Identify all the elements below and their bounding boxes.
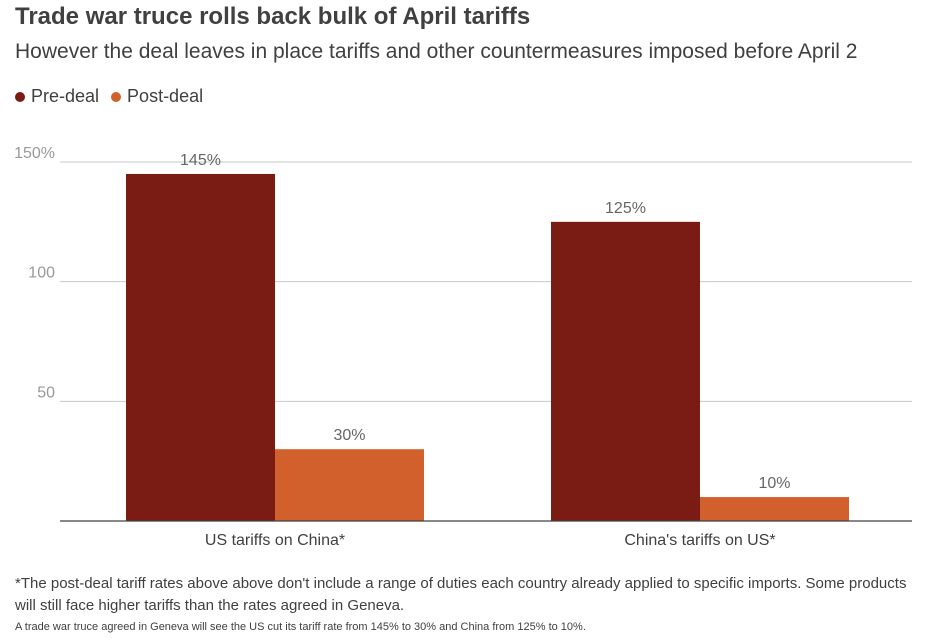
legend-item-post-deal: Post-deal xyxy=(111,86,203,107)
data-label: 125% xyxy=(605,200,646,217)
y-tick-label: 100 xyxy=(28,265,55,282)
bar xyxy=(551,221,700,522)
source-note: A trade war truce agreed in Geneva will … xyxy=(15,621,586,633)
data-label: 30% xyxy=(333,427,365,444)
bar-chart: 50 100 150% 145% 30% US tariffs on China* 125%… xyxy=(14,145,912,549)
y-tick-label: 150% xyxy=(14,145,55,162)
y-tick-label: 50 xyxy=(37,384,55,401)
legend-label-pre-deal: Pre-deal xyxy=(31,86,100,106)
data-label: 10% xyxy=(758,475,790,492)
legend: Pre-deal Post-deal xyxy=(15,86,215,107)
legend-swatch-pre-deal xyxy=(15,91,25,102)
x-tick-label: US tariffs on China* xyxy=(205,532,345,549)
bar xyxy=(275,449,424,521)
legend-label-post-deal: Post-deal xyxy=(127,86,204,106)
legend-item-pre-deal: Pre-deal xyxy=(15,86,99,107)
bar xyxy=(700,497,849,521)
data-label: 145% xyxy=(180,152,221,169)
chart-title: Trade war truce rolls back bulk of April… xyxy=(15,3,531,30)
bar xyxy=(126,173,275,521)
footnote: *The post-deal tariff rates above above … xyxy=(15,575,907,614)
x-tick-label: China's tariffs on US* xyxy=(624,532,775,549)
legend-swatch-post-deal xyxy=(111,91,122,102)
chart-subtitle: However the deal leaves in place tariffs… xyxy=(15,40,858,63)
